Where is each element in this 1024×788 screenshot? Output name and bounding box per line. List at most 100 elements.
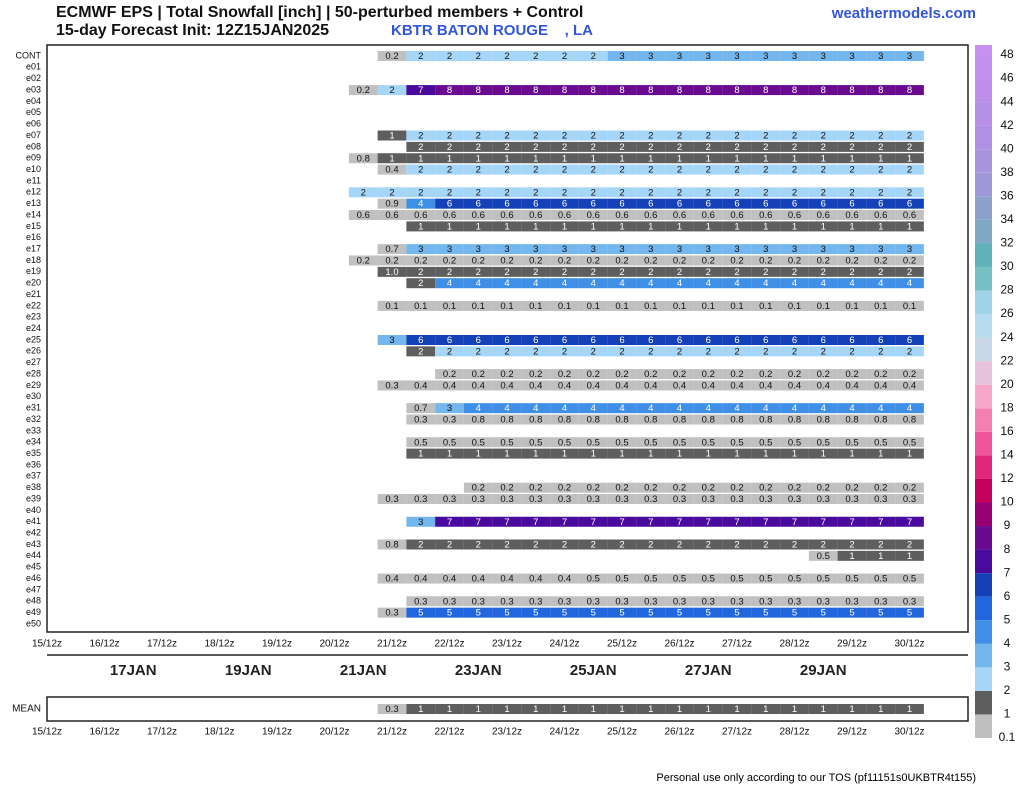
cell-label: 0.2: [702, 255, 715, 266]
row-label: e08: [26, 141, 41, 151]
cell: [665, 51, 694, 61]
cell: [751, 51, 781, 61]
cell-label: 8: [734, 85, 739, 96]
cell-label: 0.2: [529, 369, 542, 380]
cell-label: 1: [447, 704, 452, 715]
cell-label: 2: [504, 131, 509, 142]
cell: [636, 573, 666, 584]
cell-label: 2: [619, 187, 624, 198]
cell-label: 2: [447, 267, 452, 278]
cell-label: 0.1: [558, 301, 571, 312]
cell-label: 1: [418, 704, 423, 715]
cell-label: 5: [706, 608, 711, 619]
cell-label: 2: [763, 187, 768, 198]
cell-label: 0.6: [357, 210, 370, 221]
cell: [521, 187, 551, 198]
cell: [780, 494, 809, 505]
x-tick-label: 29/12z: [837, 639, 867, 650]
cell-label: 3: [418, 244, 423, 255]
colorbar-segment: [975, 549, 992, 574]
cell-label: 0.5: [472, 437, 485, 448]
colorbar-segment: [975, 643, 992, 668]
cell: [492, 198, 522, 209]
cell-label: 0.2: [759, 483, 772, 494]
cell-label: 0.8: [529, 415, 542, 426]
x-tick-label: 19/12z: [262, 639, 292, 650]
cell: [377, 266, 407, 277]
cell-label: 1: [418, 153, 423, 164]
cell-label: 8: [706, 85, 711, 96]
cell: [665, 448, 694, 459]
cell-label: 1: [763, 221, 768, 232]
cell: [665, 141, 694, 152]
cell-label: 5: [562, 608, 567, 619]
day-label: 19JAN: [225, 662, 272, 679]
cell: [550, 244, 579, 255]
cell-label: 0.5: [874, 437, 887, 448]
cell-label: 2: [591, 187, 596, 198]
cell: [636, 414, 666, 425]
cell-label: 2: [763, 539, 768, 550]
cell-label: 1: [821, 153, 826, 164]
cell-label: 6: [591, 199, 596, 210]
cell-label: 1: [878, 449, 883, 460]
cell-label: 0.2: [788, 369, 801, 380]
cell: [406, 266, 436, 277]
cell: [751, 346, 781, 357]
cell: [751, 244, 781, 255]
cell-label: 0.4: [587, 380, 600, 391]
cell-label: 4: [619, 403, 624, 414]
cell: [550, 607, 579, 618]
cell: [435, 221, 464, 232]
cell: [550, 278, 579, 289]
cell-label: 1: [619, 153, 624, 164]
cell: [866, 187, 896, 198]
cell-label: 0.8: [730, 415, 743, 426]
cell-label: 1: [648, 221, 653, 232]
x-tick-label: 22/12z: [434, 727, 464, 738]
cell-label: 3: [504, 244, 509, 255]
cell: [578, 266, 608, 277]
cell: [837, 414, 867, 425]
cell-label: 0.3: [414, 494, 427, 505]
cell: [722, 448, 752, 459]
cell: [607, 130, 637, 141]
cell-label: 2: [476, 51, 481, 62]
cell-label: 8: [619, 85, 624, 96]
cell-label: 1: [476, 704, 481, 715]
cell-label: 6: [533, 335, 538, 346]
cell: [866, 550, 896, 561]
cell-label: 0.4: [903, 380, 916, 391]
cell-label: 3: [849, 51, 854, 62]
cell-label: 2: [648, 267, 653, 278]
cell: [866, 300, 896, 311]
cell: [406, 221, 436, 232]
cell: [636, 494, 666, 505]
cell-label: 0.7: [385, 244, 398, 255]
cell: [895, 221, 924, 232]
cell: [607, 164, 637, 175]
cell-label: 0.5: [673, 574, 686, 585]
row-label: e12: [26, 187, 41, 197]
cell: [521, 141, 551, 152]
cell-label: 0.2: [472, 255, 485, 266]
cell: [665, 539, 694, 550]
cell-label: 2: [418, 187, 423, 198]
cell: [521, 704, 551, 714]
cell: [665, 414, 694, 425]
cell-label: 2: [734, 142, 739, 153]
cell: [550, 448, 579, 459]
cell-label: 0.7: [414, 403, 427, 414]
cell-label: 3: [562, 244, 567, 255]
cell-label: 2: [907, 539, 912, 550]
cell-label: 0.2: [558, 483, 571, 494]
cell-label: 4: [562, 278, 567, 289]
cell: [722, 210, 752, 221]
cell: [607, 210, 637, 221]
cell-label: 6: [734, 199, 739, 210]
cell: [377, 164, 407, 175]
cell-label: 2: [533, 51, 538, 62]
cell-label: 2: [533, 165, 538, 176]
cell-label: 0.4: [615, 380, 628, 391]
cell: [751, 164, 781, 175]
